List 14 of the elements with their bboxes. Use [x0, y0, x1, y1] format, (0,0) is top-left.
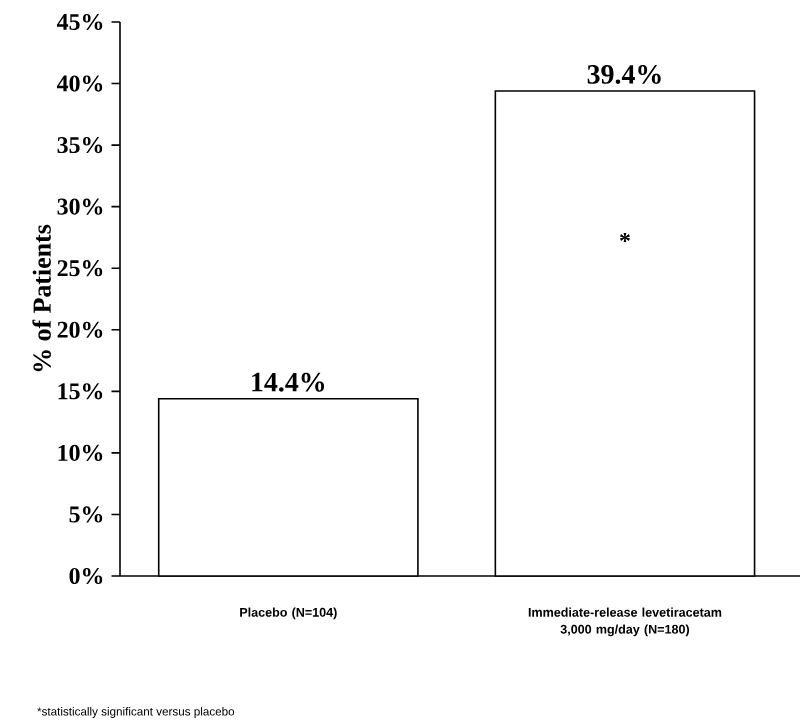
y-tick-label: 45% [56, 13, 103, 31]
data-label: 14.4% [252, 372, 325, 392]
y-tick-label: 20% [57, 321, 103, 338]
annotation: * [619, 233, 630, 243]
y-tick-label: 5% [69, 506, 103, 523]
y-axis-title: % of Patients [32, 224, 51, 372]
y-tick-label: 40% [56, 75, 103, 92]
y-tick-label: 30% [57, 198, 103, 215]
y-tick-label: 0% [69, 567, 103, 585]
y-tick-label: 25% [57, 260, 103, 277]
y-tick-label: 10% [58, 444, 103, 461]
y-tick-label: 35% [57, 137, 103, 154]
data-label: 39.4% [587, 64, 661, 84]
y-tick-label: 15% [58, 383, 103, 400]
